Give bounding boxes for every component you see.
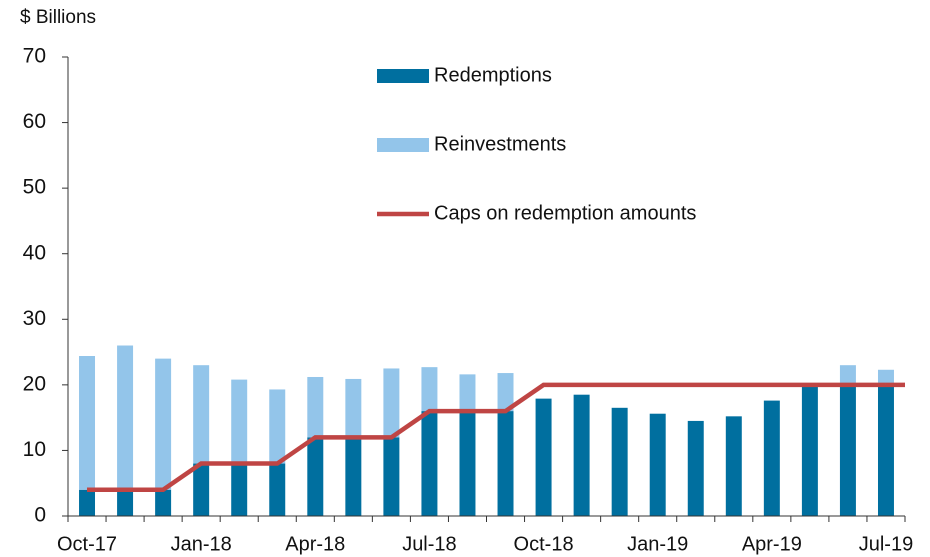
- line: [87, 382, 886, 493]
- bar: [383, 368, 400, 438]
- bar: [421, 411, 438, 516]
- y-tick-label: 60: [23, 110, 46, 133]
- bar: [497, 411, 514, 516]
- bar: [801, 384, 818, 516]
- bar: [459, 374, 476, 412]
- bar: [307, 437, 324, 516]
- bar: [839, 365, 856, 385]
- bar: [269, 463, 286, 516]
- legend-label: Reinvestments: [434, 133, 566, 155]
- bar: [345, 378, 362, 438]
- bar: [649, 413, 666, 516]
- x-tick-label: Apr-19: [742, 533, 802, 555]
- bar: [345, 437, 362, 516]
- bar: [687, 420, 704, 516]
- bar: [269, 389, 286, 464]
- bar: [573, 394, 590, 516]
- y-tick-label: 30: [23, 307, 46, 330]
- y-tick-label: 10: [23, 438, 46, 461]
- y-tick-label: 0: [34, 504, 46, 527]
- x-tick-label: Jul-19: [859, 533, 913, 555]
- y-tick-label: 50: [23, 176, 46, 199]
- bar: [307, 376, 324, 438]
- y-tick-label: 20: [23, 372, 46, 395]
- bar: [877, 369, 894, 385]
- bar: [877, 384, 894, 516]
- x-tick-label: Oct-18: [514, 533, 574, 555]
- bar: [155, 489, 172, 516]
- bar: [193, 463, 210, 516]
- x-tick-label: Apr-18: [285, 533, 345, 555]
- y-tick-label: 40: [23, 241, 46, 264]
- x-tick-label: Oct-17: [57, 533, 117, 555]
- bar: [79, 356, 96, 490]
- bar: [421, 367, 438, 412]
- x-tick-label: Jan-18: [171, 533, 232, 555]
- bar: [763, 400, 780, 516]
- x-tick-label: Jul-18: [402, 533, 456, 555]
- bar: [725, 416, 742, 516]
- bar: [193, 365, 210, 464]
- y-tick-label: 70: [23, 45, 46, 68]
- bar: [497, 373, 514, 412]
- legend-swatch: [377, 69, 429, 83]
- bar: [535, 398, 552, 516]
- bar: [231, 379, 248, 464]
- bar: [459, 411, 476, 516]
- bar: [117, 345, 134, 490]
- bar: [383, 437, 400, 516]
- legend-label: Caps on redemption amounts: [434, 202, 696, 224]
- y-axis-label: $ Billions: [20, 7, 96, 28]
- x-tick-label: Jan-19: [627, 533, 688, 555]
- bar: [79, 489, 96, 516]
- bar: [611, 407, 628, 516]
- bar: [117, 489, 134, 516]
- legend-label: Redemptions: [434, 64, 552, 86]
- bar: [155, 358, 172, 490]
- bar: [231, 463, 248, 516]
- bar: [839, 384, 856, 516]
- legend-swatch: [377, 138, 429, 152]
